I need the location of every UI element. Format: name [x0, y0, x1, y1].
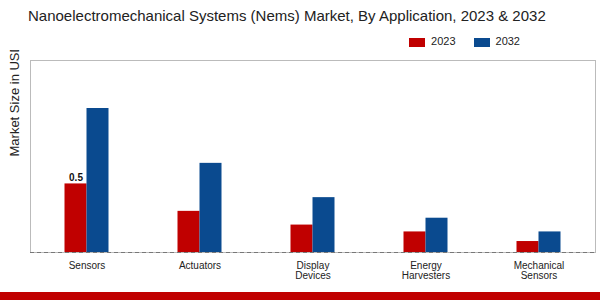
svg-text:DisplayDevices: DisplayDevices [295, 260, 331, 281]
svg-text:Market Size in USD Billion: Market Size in USD Billion [7, 50, 22, 157]
html-text:2023: 2023 [431, 35, 456, 47]
svg-text:EnergyHarvesters: EnergyHarvesters [402, 260, 450, 281]
svg-text:Sensors: Sensors [69, 260, 106, 271]
html-text:2032: 2032 [495, 35, 520, 47]
svg-text:0.5: 0.5 [69, 172, 83, 183]
svg-text:Actuators: Actuators [179, 260, 221, 271]
html-text:Nanoelectromechanical Systems: Nanoelectromechanical Systems (Nems) Mar… [28, 7, 546, 24]
svg-text:MechanicalSensors: MechanicalSensors [514, 260, 565, 281]
